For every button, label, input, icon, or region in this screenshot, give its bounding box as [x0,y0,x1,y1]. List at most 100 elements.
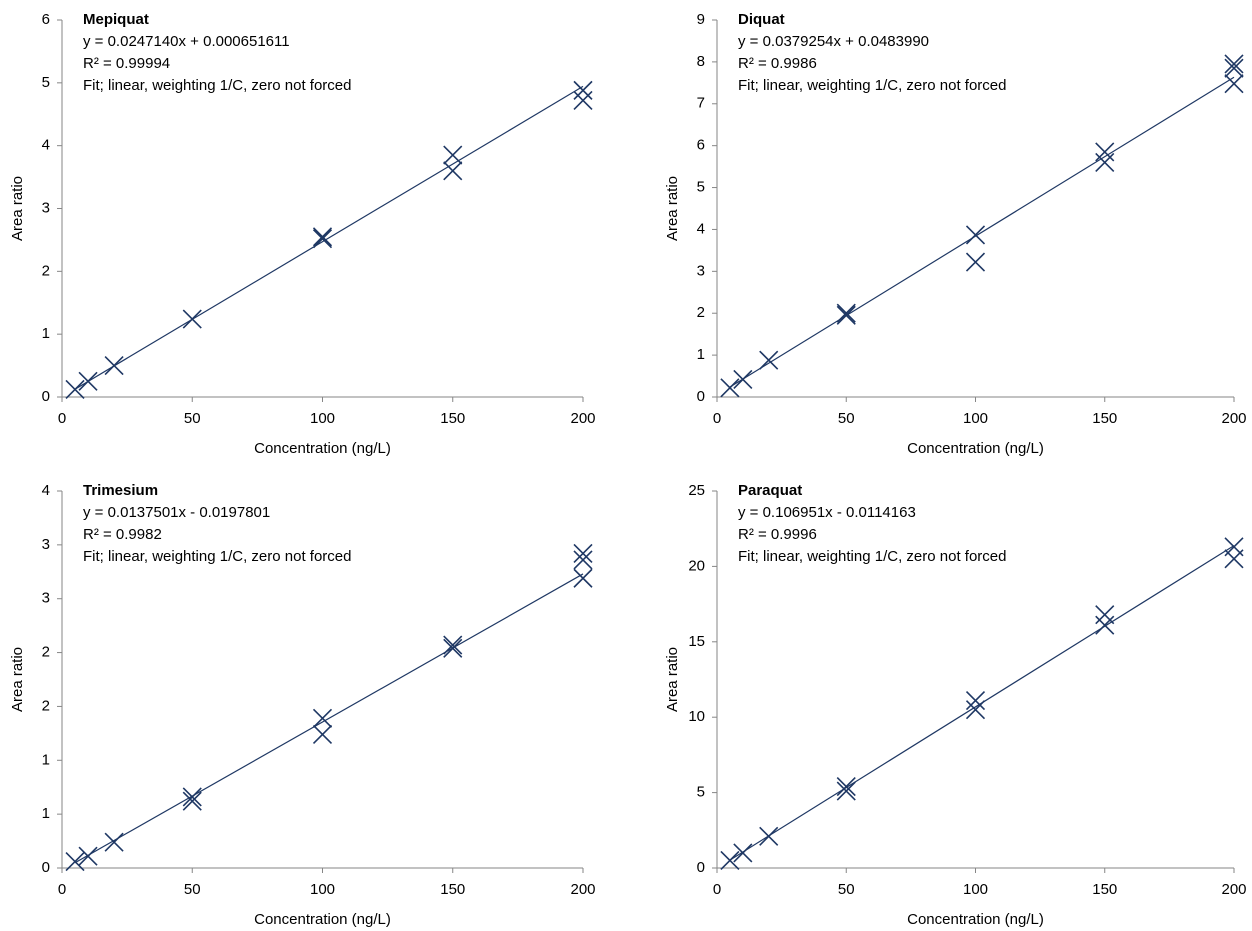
y-axis-label: Area ratio [664,647,681,712]
y-tick-label: 20 [688,557,705,574]
x-tick-label: 0 [58,881,66,898]
y-tick-label: 2 [697,304,705,321]
data-point [65,851,85,872]
data-point [443,638,463,658]
x-tick-label: 100 [310,881,335,898]
y-tick-label: 25 [688,482,705,499]
data-point [182,787,202,807]
data-point [182,309,202,329]
data-point [312,227,333,247]
data-point [443,635,463,655]
data-point [312,724,333,744]
data-point [965,691,986,711]
x-tick-label: 0 [713,410,721,427]
chart-title: Diquat [738,11,785,28]
chart-title: Trimesium [83,482,158,499]
y-tick-label: 3 [42,199,50,216]
data-point [720,850,740,871]
data-point [104,832,124,852]
x-tick-label: 150 [1092,881,1117,898]
y-tick-label: 0 [697,388,705,405]
data-point [443,145,463,165]
y-tick-label: 5 [697,179,705,196]
y-tick-label: 7 [697,95,705,112]
y-tick-label: 0 [42,388,50,405]
fit-line [74,85,584,390]
x-tick-label: 100 [310,410,335,427]
data-point [182,791,202,811]
annotation: R² = 0.99994 [83,55,170,72]
fit-line [729,76,1235,388]
y-tick-label: 10 [688,708,705,725]
data-point [78,371,98,391]
y-tick-label: 4 [42,137,50,154]
annotation: Fit; linear, weighting 1/C, zero not for… [738,77,1006,94]
x-axis-label: Concentration (ng/L) [254,911,391,928]
x-tick-label: 200 [1221,410,1246,427]
annotation: Fit; linear, weighting 1/C, zero not for… [83,77,351,94]
data-point [759,826,779,846]
data-point [312,229,333,249]
data-point [965,252,986,272]
y-tick-label: 2 [42,262,50,279]
y-tick-label: 5 [697,784,705,801]
y-axis-label: Area ratio [9,647,26,712]
x-tick-label: 150 [1092,410,1117,427]
annotation: y = 0.106951x - 0.0114163 [738,504,916,521]
data-point [759,350,779,370]
x-axis-label: Concentration (ng/L) [907,440,1044,457]
chart-title: Paraquat [738,482,802,499]
data-point [720,378,740,398]
annotation: y = 0.0137501x - 0.0197801 [83,504,270,521]
y-axis-label: Area ratio [664,176,681,241]
data-point [1095,605,1115,625]
annotation: R² = 0.9996 [738,526,817,543]
chart-title: Mepiquat [83,11,149,28]
y-tick-label: 1 [42,805,50,822]
x-tick-label: 50 [184,881,201,898]
x-tick-label: 200 [1221,881,1246,898]
y-tick-label: 15 [688,633,705,650]
annotation: Fit; linear, weighting 1/C, zero not for… [738,548,1006,565]
data-point [1224,58,1244,78]
x-tick-label: 50 [184,410,201,427]
data-point [836,777,856,797]
y-tick-label: 0 [42,859,50,876]
annotation: Fit; linear, weighting 1/C, zero not for… [83,548,351,565]
data-point [104,356,124,376]
annotation: R² = 0.9982 [83,526,162,543]
annotation: y = 0.0247140x + 0.000651611 [83,33,290,50]
data-point [1095,142,1115,162]
data-point [1224,74,1244,94]
annotation: R² = 0.9986 [738,55,817,72]
data-point [965,700,986,720]
y-tick-label: 5 [42,74,50,91]
y-tick-label: 2 [42,697,50,714]
y-tick-label: 3 [42,590,50,607]
data-point [65,379,85,400]
x-tick-label: 150 [440,410,465,427]
y-tick-label: 1 [42,751,50,768]
y-tick-label: 9 [697,11,705,28]
data-point [78,846,98,866]
data-point [1224,54,1244,74]
x-tick-label: 50 [838,410,855,427]
y-tick-label: 4 [697,220,705,237]
data-point [573,543,593,564]
data-point [573,568,593,588]
x-tick-label: 0 [713,881,721,898]
fit-line [74,573,584,864]
data-point [573,80,593,100]
y-tick-label: 8 [697,53,705,70]
x-tick-label: 200 [570,410,595,427]
y-tick-label: 2 [42,644,50,661]
x-tick-label: 100 [963,881,988,898]
y-tick-label: 3 [42,536,50,553]
data-point [733,843,753,863]
x-tick-label: 200 [570,881,595,898]
y-tick-label: 0 [697,859,705,876]
y-tick-label: 6 [42,11,50,28]
y-tick-label: 1 [42,325,50,342]
